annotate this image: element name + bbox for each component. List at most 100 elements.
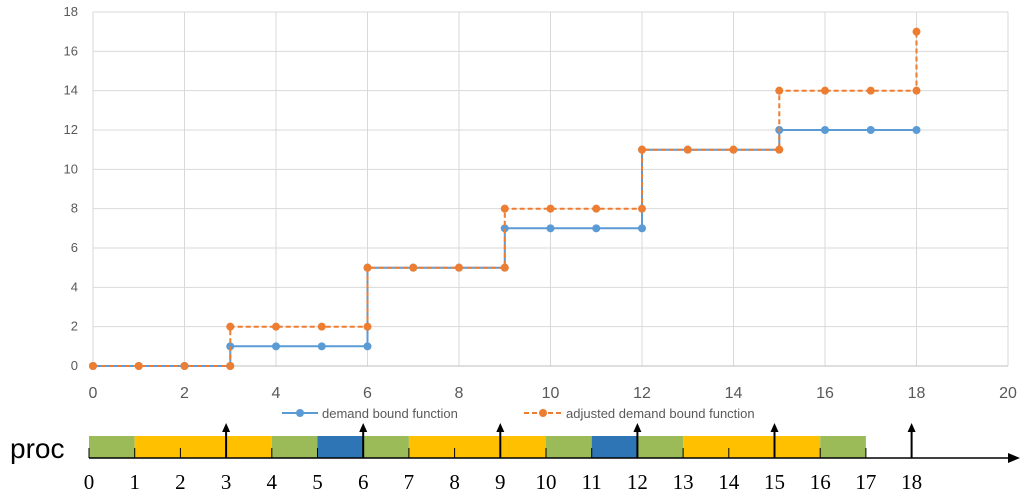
time-label: 5 — [312, 470, 323, 494]
data-point — [317, 322, 326, 331]
data-point — [866, 86, 875, 95]
y-tick-label: 12 — [64, 122, 78, 137]
data-point — [775, 86, 784, 95]
data-point — [638, 224, 646, 233]
data-point — [638, 145, 646, 154]
series-layer — [89, 27, 921, 370]
schedule-block — [820, 436, 866, 458]
x-tick-label: 12 — [633, 385, 651, 402]
schedule-block — [363, 436, 409, 458]
release-arrows — [222, 423, 916, 458]
data-point — [363, 263, 372, 272]
y-tick-label: 18 — [64, 4, 78, 19]
release-arrow-head — [770, 423, 779, 432]
release-arrow-head — [496, 423, 505, 432]
data-point — [500, 224, 509, 233]
data-point — [226, 322, 235, 331]
y-tick-labels: 0 2 4 6 8 10 12 14 16 18 — [64, 4, 78, 373]
timeline-arrowhead — [1008, 453, 1020, 463]
x-tick-label: 8 — [455, 385, 464, 402]
data-point — [546, 204, 555, 213]
data-point — [546, 224, 555, 233]
data-point — [775, 145, 784, 154]
legend-label-demand: demand bound function — [322, 406, 458, 421]
x-tick-label: 10 — [542, 385, 560, 402]
time-label: 15 — [764, 470, 785, 494]
schedule-timeline: proc 0 1 2 3 4 5 6 7 8 9 10 11 12 13 14 15 16 17 18 — [10, 423, 1020, 494]
time-label: 8 — [449, 470, 460, 494]
y-tick-label: 10 — [64, 161, 78, 176]
data-point — [455, 263, 463, 272]
time-label: 4 — [267, 470, 278, 494]
y-tick-label: 4 — [71, 279, 78, 294]
time-label: 11 — [582, 470, 602, 494]
series-1 — [89, 27, 921, 370]
data-point — [912, 126, 921, 134]
time-label: 0 — [84, 470, 95, 494]
data-point — [500, 263, 509, 272]
data-point — [821, 86, 829, 95]
data-point — [180, 362, 189, 370]
time-label: 6 — [358, 470, 369, 494]
data-point — [729, 145, 738, 154]
time-label: 13 — [673, 470, 694, 494]
x-tick-label: 14 — [725, 385, 743, 402]
data-point — [317, 342, 326, 351]
schedule-block — [637, 436, 684, 458]
time-labels: 0 1 2 3 4 5 6 7 8 9 10 11 12 13 14 15 16 17 18 — [84, 470, 922, 494]
proc-label: proc — [10, 433, 64, 464]
schedule-block — [89, 436, 135, 458]
time-label: 7 — [404, 470, 415, 494]
data-point — [363, 342, 372, 351]
data-point — [683, 145, 692, 154]
time-label: 12 — [627, 470, 648, 494]
schedule-block — [408, 436, 546, 458]
time-label: 9 — [495, 470, 506, 494]
schedule-block — [546, 436, 592, 458]
schedule-block — [683, 436, 821, 458]
schedule-block — [591, 436, 638, 458]
data-point — [500, 204, 509, 213]
schedule-block — [317, 436, 364, 458]
data-point — [226, 362, 235, 370]
release-arrow-head — [359, 423, 368, 432]
time-label: 14 — [718, 470, 740, 494]
y-tick-label: 0 — [71, 358, 78, 373]
x-tick-label: 18 — [908, 385, 926, 402]
release-arrow-head — [907, 423, 916, 432]
time-label: 2 — [175, 470, 186, 494]
data-point — [363, 322, 372, 331]
schedule-block — [271, 436, 318, 458]
x-tick-label: 6 — [363, 385, 372, 402]
legend-label-adjusted: adjusted demand bound function — [566, 406, 755, 421]
data-point — [592, 224, 601, 233]
x-tick-labels: 0 2 4 6 8 10 12 14 16 18 20 — [89, 385, 1017, 402]
x-tick-label: 2 — [180, 385, 189, 402]
x-tick-label: 0 — [89, 385, 98, 402]
plot-grid — [92, 11, 1009, 367]
schedule-block — [134, 436, 272, 458]
data-point — [272, 322, 280, 331]
data-point — [866, 126, 875, 134]
data-point — [134, 362, 143, 370]
data-point — [821, 126, 829, 134]
y-tick-label: 16 — [64, 43, 78, 58]
release-arrow-head — [633, 423, 642, 432]
data-point — [592, 204, 601, 213]
data-point — [638, 204, 646, 213]
time-label: 18 — [901, 470, 922, 494]
time-label: 16 — [810, 470, 831, 494]
release-arrow-head — [222, 423, 231, 432]
data-point — [89, 362, 97, 370]
data-point — [912, 27, 921, 36]
data-point — [409, 263, 418, 272]
legend-item-adjusted: adjusted demand bound function — [524, 406, 755, 421]
x-tick-label: 4 — [272, 385, 281, 402]
time-label: 17 — [855, 470, 876, 494]
x-tick-label: 16 — [816, 385, 834, 402]
schedule-blocks — [89, 436, 866, 458]
y-tick-label: 6 — [71, 240, 78, 255]
y-tick-label: 14 — [64, 83, 78, 98]
time-label: 3 — [221, 470, 232, 494]
